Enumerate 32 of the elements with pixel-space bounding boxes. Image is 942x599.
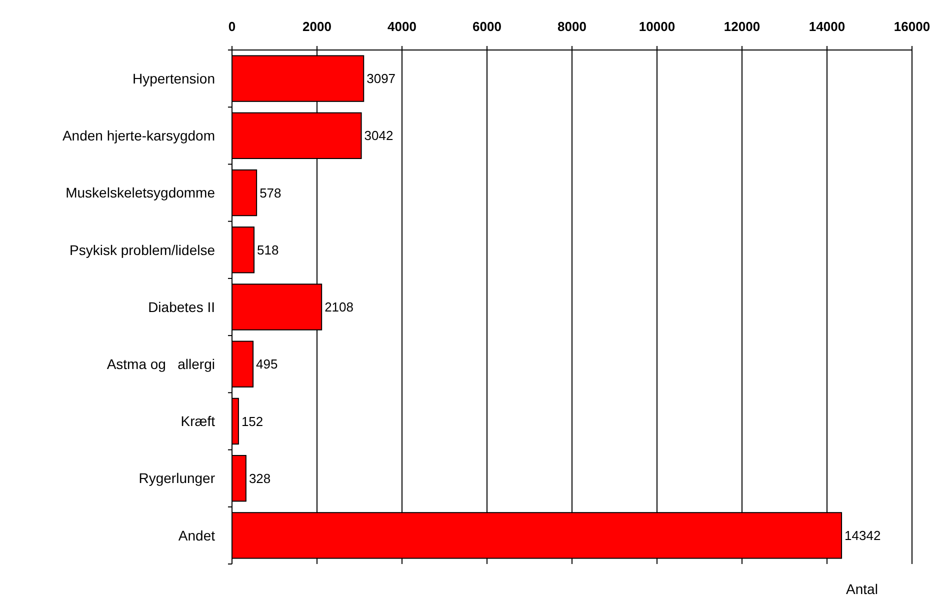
x-tick-label: 4000 <box>388 19 416 34</box>
data-label: 495 <box>256 356 278 372</box>
x-tick-label: 14000 <box>808 19 846 34</box>
bar <box>232 340 254 388</box>
y-tick-label: Hypertension <box>132 70 215 86</box>
x-tick-label: 12000 <box>724 19 760 34</box>
bar <box>232 454 246 502</box>
data-label: 3097 <box>366 71 396 86</box>
y-tick-label: Diabetes II <box>148 298 215 315</box>
y-tick-label: Kræft <box>180 413 216 430</box>
x-tick-label: 10000 <box>638 19 676 34</box>
y-tick-label: Psykisk problem/lidelse <box>70 242 216 258</box>
x-tick-label: 0 <box>228 19 236 34</box>
data-label: 152 <box>241 414 264 429</box>
data-label: 328 <box>248 470 271 486</box>
data-label: 518 <box>257 242 279 258</box>
y-tick-label: Anden hjerte-karsygdom <box>62 128 215 144</box>
bar <box>232 169 258 216</box>
x-tick-label: 2000 <box>302 19 332 34</box>
x-tick-label: 6000 <box>472 19 502 34</box>
x-tick-label: 16000 <box>894 19 930 34</box>
data-label: 2108 <box>324 300 354 315</box>
x-axis-title: Antal <box>846 581 878 597</box>
data-label: 3042 <box>364 128 394 144</box>
y-tick-label: Rygerlunger <box>138 470 216 486</box>
data-label: 14342 <box>844 528 881 543</box>
y-tick-label: Muskelskeletsygdomme <box>66 184 216 201</box>
y-tick-label: Andet <box>178 527 216 544</box>
data-label: 578 <box>260 185 282 200</box>
y-tick-label: Astma og allergi <box>106 356 215 372</box>
x-tick-label: 8000 <box>558 19 586 34</box>
bar <box>232 226 255 274</box>
